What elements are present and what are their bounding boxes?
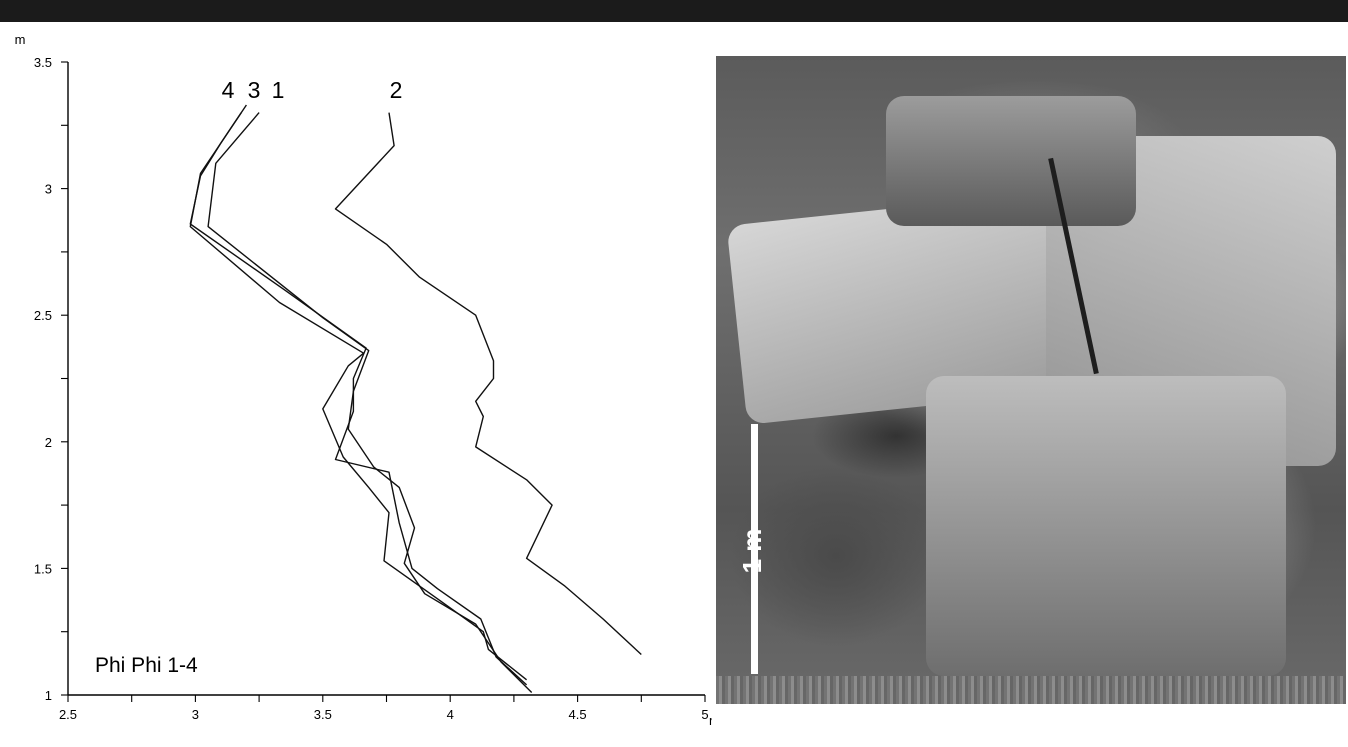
x-tick-label: 2.5	[59, 707, 77, 722]
y-tick-label: 2	[45, 435, 52, 450]
top-black-bar	[0, 0, 1348, 22]
y-tick-label: 2.5	[34, 308, 52, 323]
y-unit-label: m	[15, 32, 26, 47]
x-tick-label: 4.5	[569, 707, 587, 722]
scale-bar	[751, 424, 758, 674]
y-tick-label: 1.5	[34, 561, 52, 576]
outcrop-photo: 1 m	[716, 56, 1346, 704]
x-unit-label: m	[709, 713, 712, 728]
chart-labels: 4 3 1 2 Phi Phi 1-4	[95, 77, 402, 677]
y-tick-label: 3	[45, 182, 52, 197]
y-tick-label: 3.5	[34, 55, 52, 70]
x-tick-label: 5	[701, 707, 708, 722]
chart-annotation: Phi Phi 1-4	[95, 654, 198, 677]
series-label-4: 4	[222, 77, 235, 103]
x-tick-label: 3	[192, 707, 199, 722]
rock-top	[886, 96, 1136, 226]
rock-lower	[926, 376, 1286, 676]
x-tick-label: 3.5	[314, 707, 332, 722]
chart-series	[189, 104, 642, 693]
series-label-2: 2	[390, 77, 403, 103]
scale-bar-label: 1 m	[737, 528, 767, 574]
series-line-2	[334, 112, 642, 656]
series-label-1: 1	[272, 77, 285, 103]
gravel-ground	[716, 676, 1346, 704]
series-line-4	[189, 104, 528, 681]
y-tick-label: 1	[45, 688, 52, 703]
x-tick-label: 4	[447, 707, 454, 722]
series-line-1	[207, 112, 533, 693]
series-line-3	[189, 112, 528, 686]
chart-axes: 2.5 3 3.5 4 4.5 5 1 1.5 2 2.5 3 3.5 m m	[15, 32, 712, 728]
series-label-3: 3	[248, 77, 261, 103]
